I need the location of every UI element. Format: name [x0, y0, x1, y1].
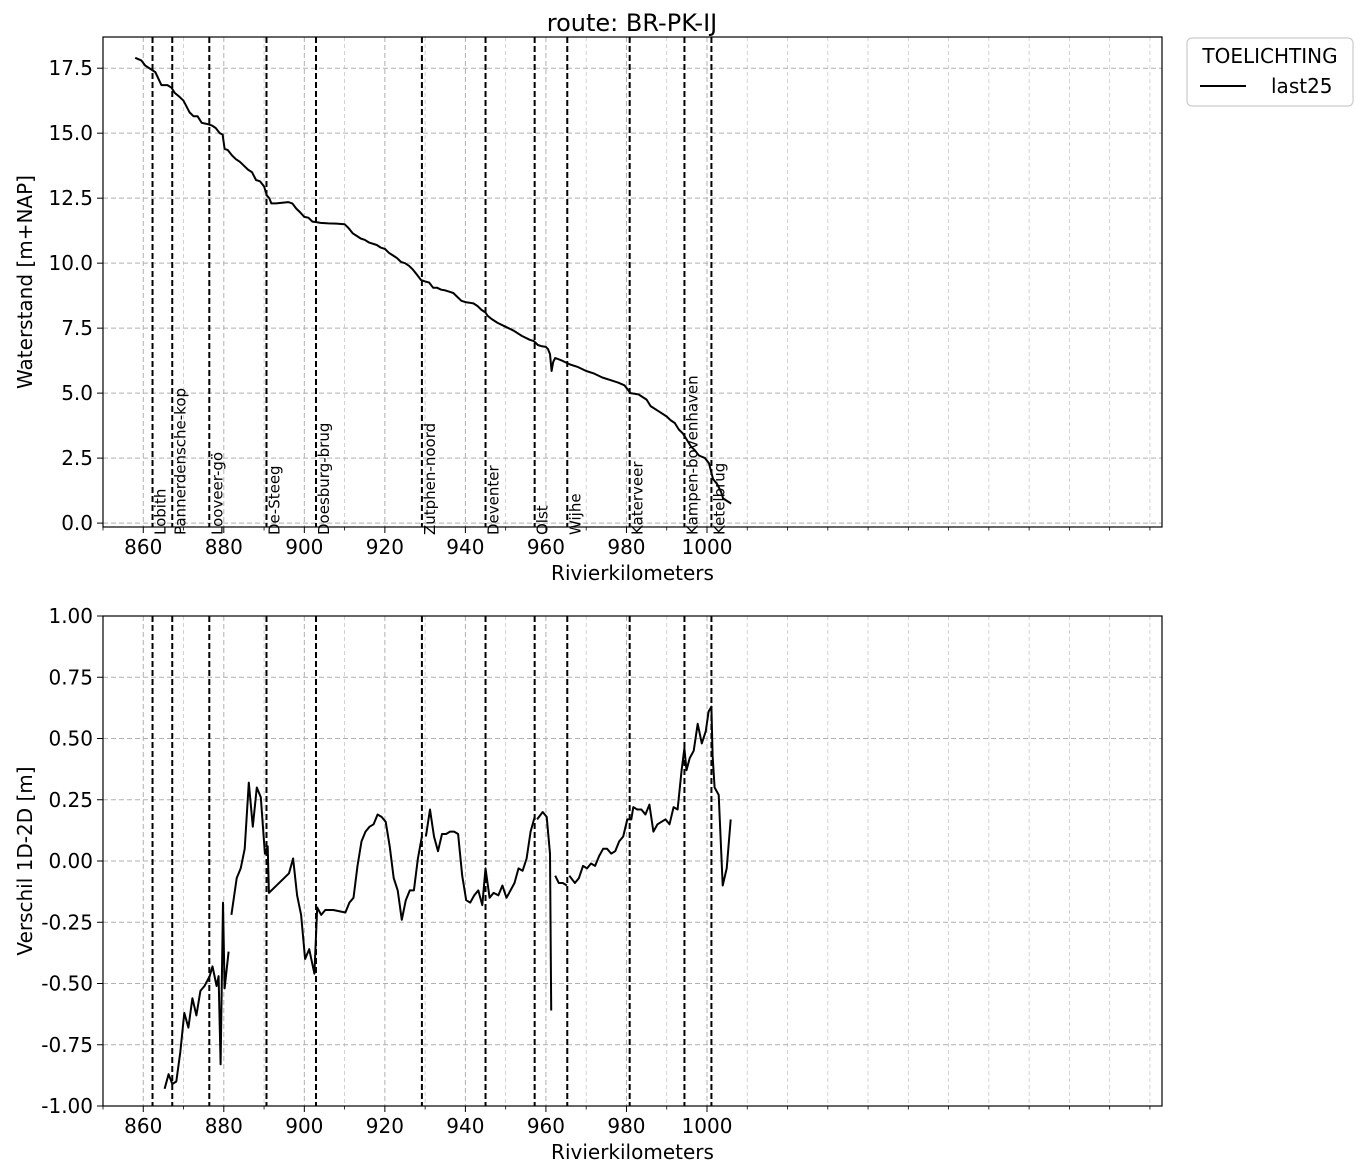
bottom-y-axis-label: Verschil 1D-2D [m] [13, 766, 37, 955]
x-tick-label: 900 [285, 1114, 323, 1138]
legend: TOELICHTING last25 [1186, 37, 1354, 107]
series-line-segment [424, 808, 536, 907]
y-tick-label: 0.00 [48, 849, 93, 873]
station-label: Lobith [152, 489, 170, 535]
x-tick-label: 880 [205, 535, 243, 559]
station-label: Katerveer [629, 461, 647, 535]
y-tick-label: 0.0 [61, 511, 93, 535]
legend-title: TOELICHTING [1201, 44, 1337, 68]
y-tick-label: 15.0 [48, 121, 93, 145]
top-y-ticks: 0.0 2.5 5.0 7.5 10.0 12.5 15.0 17.5 [48, 56, 103, 535]
top-series [134, 56, 732, 505]
x-tick-label: 1000 [682, 1114, 733, 1138]
legend-box [1186, 37, 1354, 107]
bottom-station-lines [151, 616, 713, 1106]
bottom-grid [102, 615, 1162, 1107]
series-line-segment [134, 56, 732, 505]
station-label: Ketelbrug [710, 463, 728, 535]
x-tick-label: 920 [366, 1114, 404, 1138]
top-plot: 860 880 900 920 940 960 980 1000 0.0 2.5 5.0 7.5 10… [13, 36, 1163, 585]
station-label: Deventer [485, 464, 503, 535]
top-x-ticks: 860 880 900 920 940 960 980 1000 [102, 527, 1151, 559]
y-tick-label: 5.0 [61, 381, 93, 405]
x-tick-label: 880 [205, 1114, 243, 1138]
y-tick-label: 7.5 [61, 316, 93, 340]
y-tick-label: -1.00 [41, 1094, 93, 1118]
x-tick-label: 1000 [682, 535, 733, 559]
bottom-x-axis-label: Rivierkilometers [551, 1140, 714, 1164]
x-tick-label: 920 [366, 535, 404, 559]
station-label: Wijhe [566, 493, 584, 535]
series-line-segment [536, 811, 553, 1011]
y-tick-label: 0.75 [48, 665, 93, 689]
chart-title: route: BR-PK-IJ [547, 9, 717, 37]
station-label: Olst [534, 505, 552, 535]
bottom-axes-frame [102, 615, 1163, 1107]
bottom-series [163, 705, 732, 1090]
y-tick-label: 2.5 [61, 446, 93, 470]
station-label: De-Steeg [266, 465, 284, 535]
bottom-x-ticks: 860 880 900 920 940 960 980 1000 [102, 1106, 1151, 1138]
station-label: Looveer-gö [208, 452, 226, 535]
y-tick-label: 1.00 [48, 604, 93, 628]
station-label: Doesburg-brug [315, 423, 333, 535]
station-label: Zutphen-noord [421, 423, 439, 535]
series-line-segment [554, 875, 568, 887]
top-grid [102, 37, 1162, 527]
bottom-plot: 860 880 900 920 940 960 980 1000 -1.00 -0.75 -0.5… [13, 604, 1163, 1164]
series-line-segment [163, 901, 230, 1090]
top-axes-frame [102, 36, 1163, 528]
station-label: Kampen-bovenhaven [683, 375, 701, 535]
top-y-axis-label: Waterstand [m+NAP] [13, 175, 37, 389]
x-tick-label: 960 [527, 1114, 565, 1138]
x-tick-label: 860 [124, 535, 162, 559]
legend-entry-last25: last25 [1271, 74, 1333, 98]
top-station-lines: Lobith Pannerdensche-kop Looveer-gö De-Stee… [152, 37, 728, 535]
bottom-y-ticks: -1.00 -0.75 -0.50 -0.25 0.00 0.25 0.50 0.75 1.00 [41, 604, 103, 1118]
x-tick-label: 940 [446, 1114, 484, 1138]
series-line-segment [230, 781, 423, 975]
y-tick-label: 0.25 [48, 788, 93, 812]
x-tick-label: 940 [446, 535, 484, 559]
x-tick-label: 900 [285, 535, 323, 559]
y-tick-label: 12.5 [48, 186, 93, 210]
y-tick-label: -0.50 [41, 972, 93, 996]
y-tick-label: -0.75 [41, 1033, 93, 1057]
y-tick-label: -0.25 [41, 910, 93, 934]
y-tick-label: 0.50 [48, 727, 93, 751]
y-tick-label: 17.5 [48, 56, 93, 80]
series-line-segment [568, 705, 732, 887]
x-tick-label: 860 [124, 1114, 162, 1138]
y-tick-label: 10.0 [48, 251, 93, 275]
x-tick-label: 980 [607, 1114, 645, 1138]
top-x-axis-label: Rivierkilometers [551, 561, 714, 585]
x-tick-label: 960 [527, 535, 565, 559]
x-tick-label: 980 [607, 535, 645, 559]
station-label: Pannerdensche-kop [171, 388, 189, 535]
